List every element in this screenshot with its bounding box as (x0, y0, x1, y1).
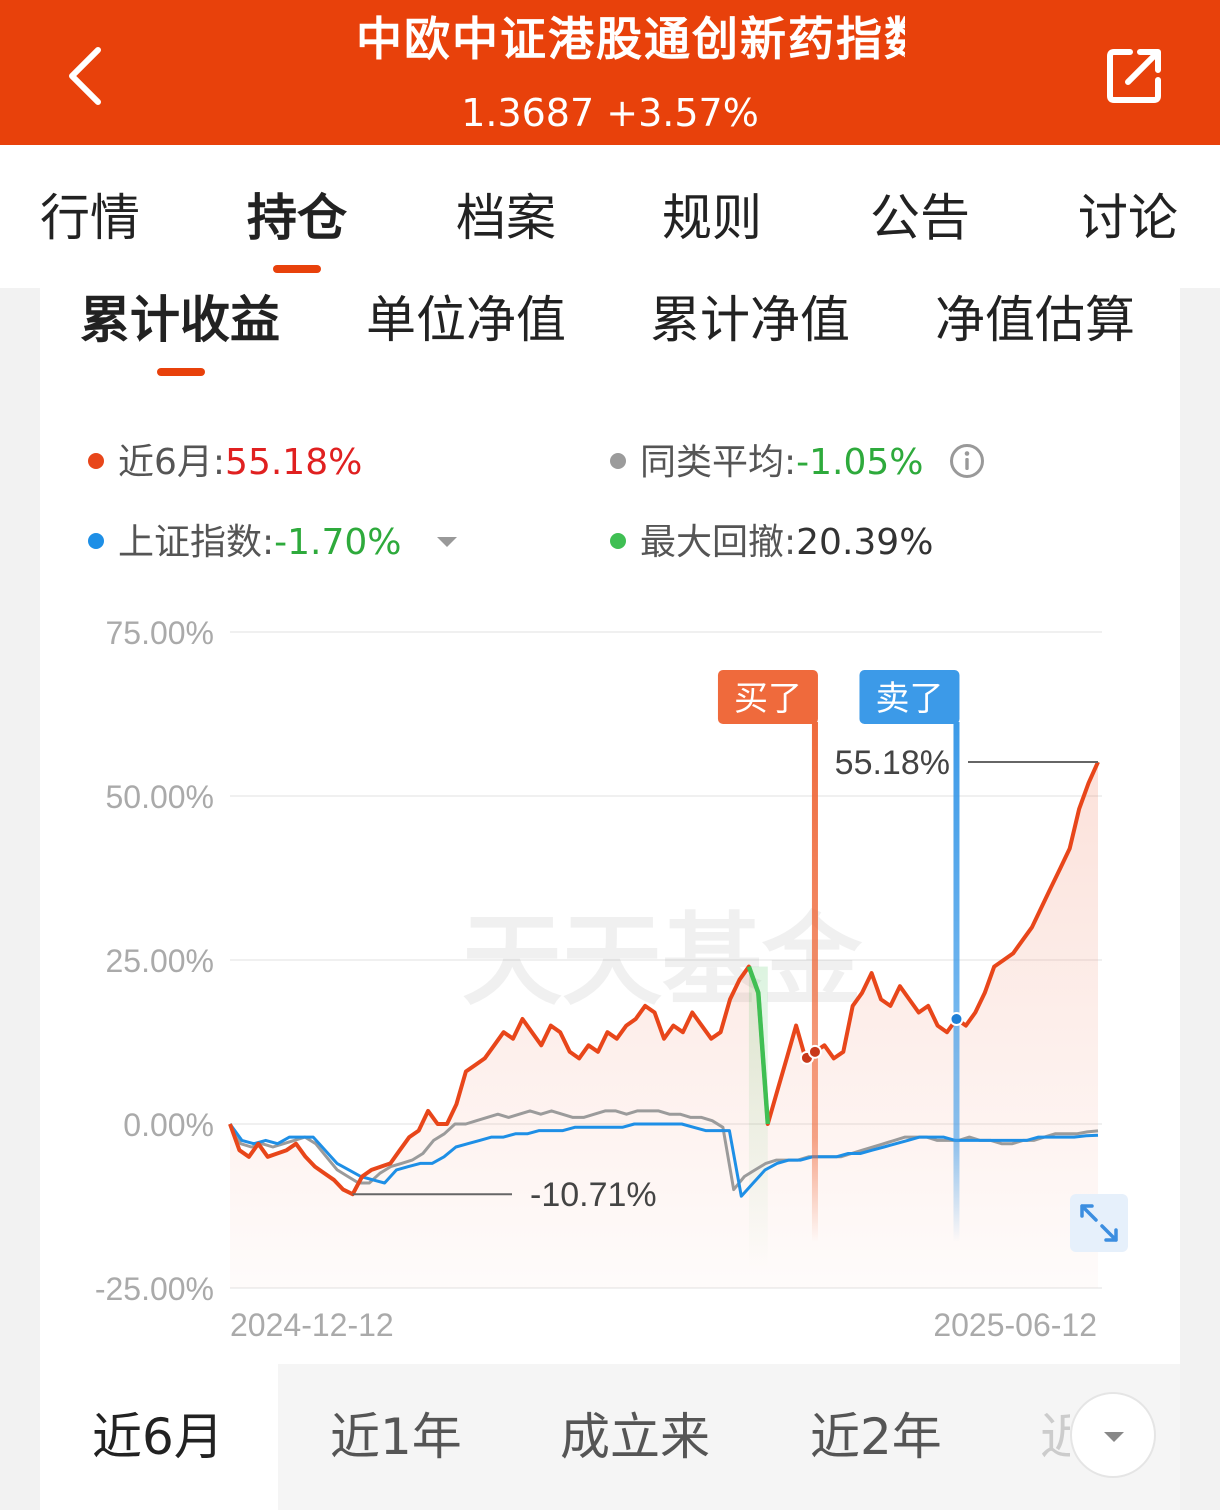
info-icon[interactable] (949, 443, 985, 479)
legend-fund: 近6月:55.18% (88, 438, 362, 488)
period-2y[interactable]: 近2年 (810, 1408, 942, 1466)
legend-fund-label: 近6月: (118, 442, 226, 483)
subtab-cumulative-nav[interactable]: 累计净值 (650, 291, 850, 349)
expand-icon[interactable] (1070, 1194, 1128, 1252)
tab-rules[interactable]: 规则 (662, 189, 762, 247)
fund-nav: 1.3687 (461, 91, 595, 135)
legend-index-label: 上证指数: (118, 522, 275, 563)
period-more-button[interactable] (1070, 1392, 1156, 1478)
expand-button-bg[interactable] (1070, 1194, 1128, 1252)
legend-index-value: -1.70% (274, 522, 402, 563)
tab-discussion[interactable]: 讨论 (1078, 189, 1178, 247)
legend-peer-dot (610, 453, 626, 469)
period-6m[interactable]: 近6月 (92, 1408, 224, 1466)
legend-index-dot (88, 533, 104, 549)
period-selector: 近6月 近1年 成立来 近2年 近 (40, 1364, 1180, 1510)
expand-arrows (1080, 1204, 1118, 1242)
legend-fund-value: 55.18% (225, 442, 363, 483)
period-1y[interactable]: 近1年 (330, 1408, 462, 1466)
period-active-background (40, 1364, 278, 1510)
back-icon[interactable] (62, 44, 112, 108)
subtab-nav-estimate[interactable]: 净值估算 (935, 291, 1135, 349)
chart-card: 累计收益 单位净值 累计净值 净值估算 近6月:55.18% 同类平均:-1.0… (40, 288, 1180, 1510)
active-tab-indicator (273, 265, 321, 273)
tab-announcements[interactable]: 公告 (870, 189, 970, 247)
app-header: 中欧中证港股通创新药指数 1.3687 +3.57% (0, 0, 1220, 145)
tab-holdings[interactable]: 持仓 (247, 189, 347, 247)
fund-nav-change: 1.3687 +3.57% (0, 88, 1220, 138)
fund-change: +3.57% (606, 91, 759, 135)
main-tab-bar: 行情 持仓 档案 规则 公告 讨论 (0, 145, 1220, 288)
share-icon[interactable] (1104, 44, 1166, 106)
index-dropdown-icon[interactable] (435, 535, 459, 549)
legend-peer: 同类平均:-1.05% (610, 438, 985, 488)
fund-title: 中欧中证港股通创新药指数 (356, 12, 905, 66)
legend-drawdown-label: 最大回撤: (640, 522, 797, 563)
legend-drawdown: 最大回撤:20.39% (610, 518, 933, 568)
legend-peer-label: 同类平均: (640, 442, 797, 483)
period-since-inception[interactable]: 成立来 (560, 1408, 710, 1466)
tab-profile[interactable]: 档案 (456, 189, 556, 247)
active-subtab-indicator (157, 368, 205, 376)
chevron-down-icon (1104, 1432, 1124, 1442)
subtab-cumulative-return[interactable]: 累计收益 (80, 291, 280, 349)
legend-peer-value: -1.05% (796, 442, 924, 483)
legend-fund-dot (88, 453, 104, 469)
legend-drawdown-dot (610, 533, 626, 549)
subtab-unit-nav[interactable]: 单位净值 (366, 291, 566, 349)
tab-market[interactable]: 行情 (40, 189, 140, 247)
period-partial[interactable]: 近 (1040, 1408, 1070, 1466)
legend-index: 上证指数:-1.70% (88, 518, 459, 568)
legend-drawdown-value: 20.39% (796, 522, 934, 563)
